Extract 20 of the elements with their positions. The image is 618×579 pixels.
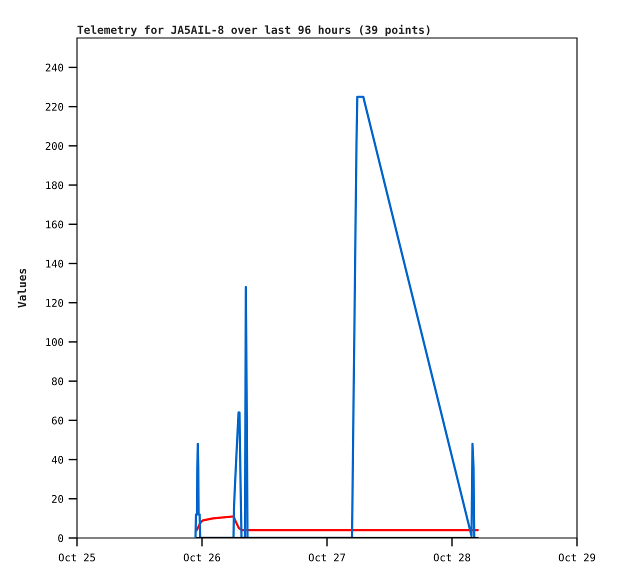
x-tick-label: Oct 29 [558,554,596,562]
x-tick-label: Oct 26 [184,554,220,562]
x-tick-label: Oct 27 [308,554,346,562]
y-tick-label: 80 [52,377,64,386]
y-tick-label: 220 [46,102,64,111]
y-tick-label: 60 [52,416,64,424]
y-tick-label: 40 [52,456,64,464]
y-tick-label: 140 [46,260,64,268]
y-tick-label: 180 [46,181,64,190]
x-tick-label: Oct 25 [58,554,95,562]
y-tick-label: 20 [52,495,64,503]
y-tick-label: 100 [46,338,64,346]
y-tick-label: 120 [46,298,64,307]
y-axis-title: Values [18,268,26,308]
x-tick-label: Oct 28 [434,554,470,562]
chart-title: Telemetry for JA5AIL-8 over last 96 hours (39 points) [77,24,430,36]
y-tick-label: 240 [46,64,64,72]
y-tick-label: 160 [46,220,64,228]
y-tick-label: 200 [46,142,64,150]
y-tick-label: 0 [58,534,64,542]
